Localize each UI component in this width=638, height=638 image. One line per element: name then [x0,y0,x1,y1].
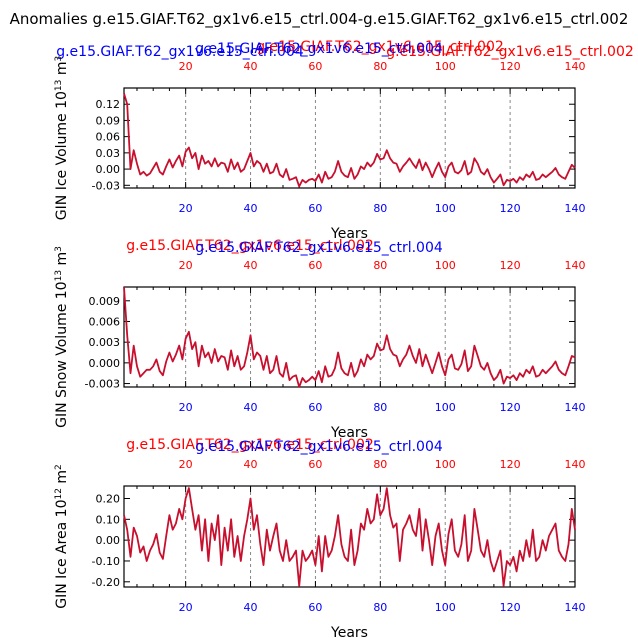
x-tick-label-top: 20 [179,458,193,471]
chart-panel-3: g.e15.GIAF.T62_gx1v6.e15_ctrl.002g.e15.G… [54,437,586,638]
y-tick-label: 0.006 [89,315,121,328]
series-line [123,93,576,188]
x-tick-label-bottom: 120 [500,202,521,215]
plot-frame [123,87,576,189]
case-b-label: g.e15.GIAF.T62_gx1v6.e15_ctrl.002 [126,437,374,453]
y-axis-label-ylabel-exp: 13 [54,270,64,281]
y-axis-label-ylabel-exp: 13 [54,80,64,91]
figure-title: Anomalies g.e15.GIAF.T62_gx1v6.e15_ctrl.… [10,10,629,29]
x-tick-label-bottom: 40 [244,601,258,614]
x-tick-label-top: 60 [308,458,322,471]
y-axis-label: GIN Ice Volume 1013 m3 [54,56,70,220]
y-tick-label: 0.09 [96,114,121,127]
x-tick-label-bottom: 60 [308,202,322,215]
x-axis-label: Years [330,625,368,638]
y-axis-label-ylabel-main: GIN Ice Volume 10 [54,91,70,220]
x-tick-label-bottom: 60 [308,401,322,414]
x-tick-label-top: 100 [435,259,456,272]
case-a-label: g.e15.GIAF.T62_gx1v6.e15_ctrl.004 [195,41,443,57]
series-line [123,286,576,388]
x-tick-label-top: 100 [435,458,456,471]
y-axis-label-ylabel-unit: m [54,470,70,488]
y-axis-label-ylabel-main: GIN Ice Area 10 [54,500,70,609]
y-axis-label-ylabel-exp: 12 [54,488,64,499]
x-tick-label-bottom: 140 [565,202,586,215]
y-tick-label: 0.06 [96,131,121,144]
y-axis-label-ylabel-unit-exp: 2 [54,464,64,470]
x-tick-label-top: 60 [308,259,322,272]
x-tick-label-top: 80 [373,259,387,272]
x-tick-label-top: 40 [244,259,258,272]
x-tick-label-bottom: 60 [308,601,322,614]
x-axis-label: Years [330,226,368,242]
x-tick-label-top: 40 [244,60,258,73]
x-tick-label-bottom: 20 [179,601,193,614]
x-tick-label-bottom: 140 [565,401,586,414]
y-axis-label-ylabel-unit: m [54,252,70,270]
case-b-label: g.e15.GIAF.T62_gx1v6.e15_ctrl.002 [256,39,504,55]
y-tick-label: -0.10 [92,555,120,568]
plot-frame [123,286,576,388]
x-tick-label-bottom: 40 [244,202,258,215]
chart-panel-1: g.e15.GIAF.T62_gx1v6.e15_ctrl.004 g.e15.G… [54,39,634,242]
x-tick-label-top: 80 [373,458,387,471]
x-tick-label-top: 140 [565,458,586,471]
x-tick-label-bottom: 100 [435,401,456,414]
x-tick-label-bottom: 80 [373,401,387,414]
x-tick-label-bottom: 120 [500,401,521,414]
x-tick-label-bottom: 20 [179,202,193,215]
y-axis-label-ylabel-unit: m [54,62,70,80]
x-tick-label-top: 140 [565,60,586,73]
case-a-label: g.e15.GIAF.T62_gx1v6.e15_ctrl.004 [195,240,443,256]
x-tick-label-bottom: 100 [435,601,456,614]
x-tick-label-bottom: 140 [565,601,586,614]
series-line [123,487,576,587]
x-tick-label-top: 100 [435,60,456,73]
case-b-label: g.e15.GIAF.T62_gx1v6.e15_ctrl.002 [126,238,374,254]
y-tick-label: 0.00 [96,534,121,547]
x-tick-label-top: 120 [500,60,521,73]
x-tick-label-top: 80 [373,60,387,73]
y-tick-label: 0.009 [89,295,121,308]
panels: g.e15.GIAF.T62_gx1v6.e15_ctrl.004 g.e15.G… [54,39,634,638]
x-tick-label-top: 120 [500,458,521,471]
y-tick-label: 0.20 [96,492,121,505]
case-a-label: g.e15.GIAF.T62_gx1v6.e15_ctrl.004 [195,439,443,455]
x-tick-label-bottom: 100 [435,202,456,215]
plot-frame [123,485,576,588]
y-axis-label-ylabel-unit-exp: 3 [54,56,64,62]
y-tick-label: 0.000 [89,357,121,370]
x-tick-label-bottom: 80 [373,601,387,614]
x-tick-label-bottom: 120 [500,601,521,614]
x-tick-label-top: 40 [244,458,258,471]
y-axis-label-ylabel-unit-exp: 3 [54,246,64,252]
y-tick-label: -0.003 [85,378,120,391]
y-tick-label: 0.10 [96,513,121,526]
case-b-label-secondary: g.e15.GIAF.T62_gx1v6.e15_ctrl.002 [386,44,634,60]
y-axis-label-ylabel-main: GIN Snow Volume 10 [54,281,70,427]
chart-panel-2: g.e15.GIAF.T62_gx1v6.e15_ctrl.002g.e15.G… [54,238,586,441]
y-tick-label: 0.12 [96,98,121,111]
case-a-label-secondary: g.e15.GIAF.T62_gx1v6.e15_ctrl.004 [56,44,304,60]
x-tick-label-top: 20 [179,259,193,272]
y-tick-label: -0.20 [92,576,120,589]
y-tick-label: -0.03 [92,179,120,192]
x-tick-label-bottom: 20 [179,401,193,414]
y-tick-label: 0.003 [89,336,121,349]
y-axis-label: GIN Ice Area 1012 m2 [54,464,70,609]
x-tick-label-top: 60 [308,60,322,73]
x-tick-label-top: 120 [500,259,521,272]
x-tick-label-bottom: 80 [373,202,387,215]
x-tick-label-bottom: 40 [244,401,258,414]
x-tick-label-top: 20 [179,60,193,73]
x-tick-label-top: 140 [565,259,586,272]
y-axis-label: GIN Snow Volume 1013 m3 [54,246,70,428]
y-tick-label: 0.00 [96,163,121,176]
x-axis-label: Years [330,425,368,441]
y-tick-label: 0.03 [96,147,121,160]
